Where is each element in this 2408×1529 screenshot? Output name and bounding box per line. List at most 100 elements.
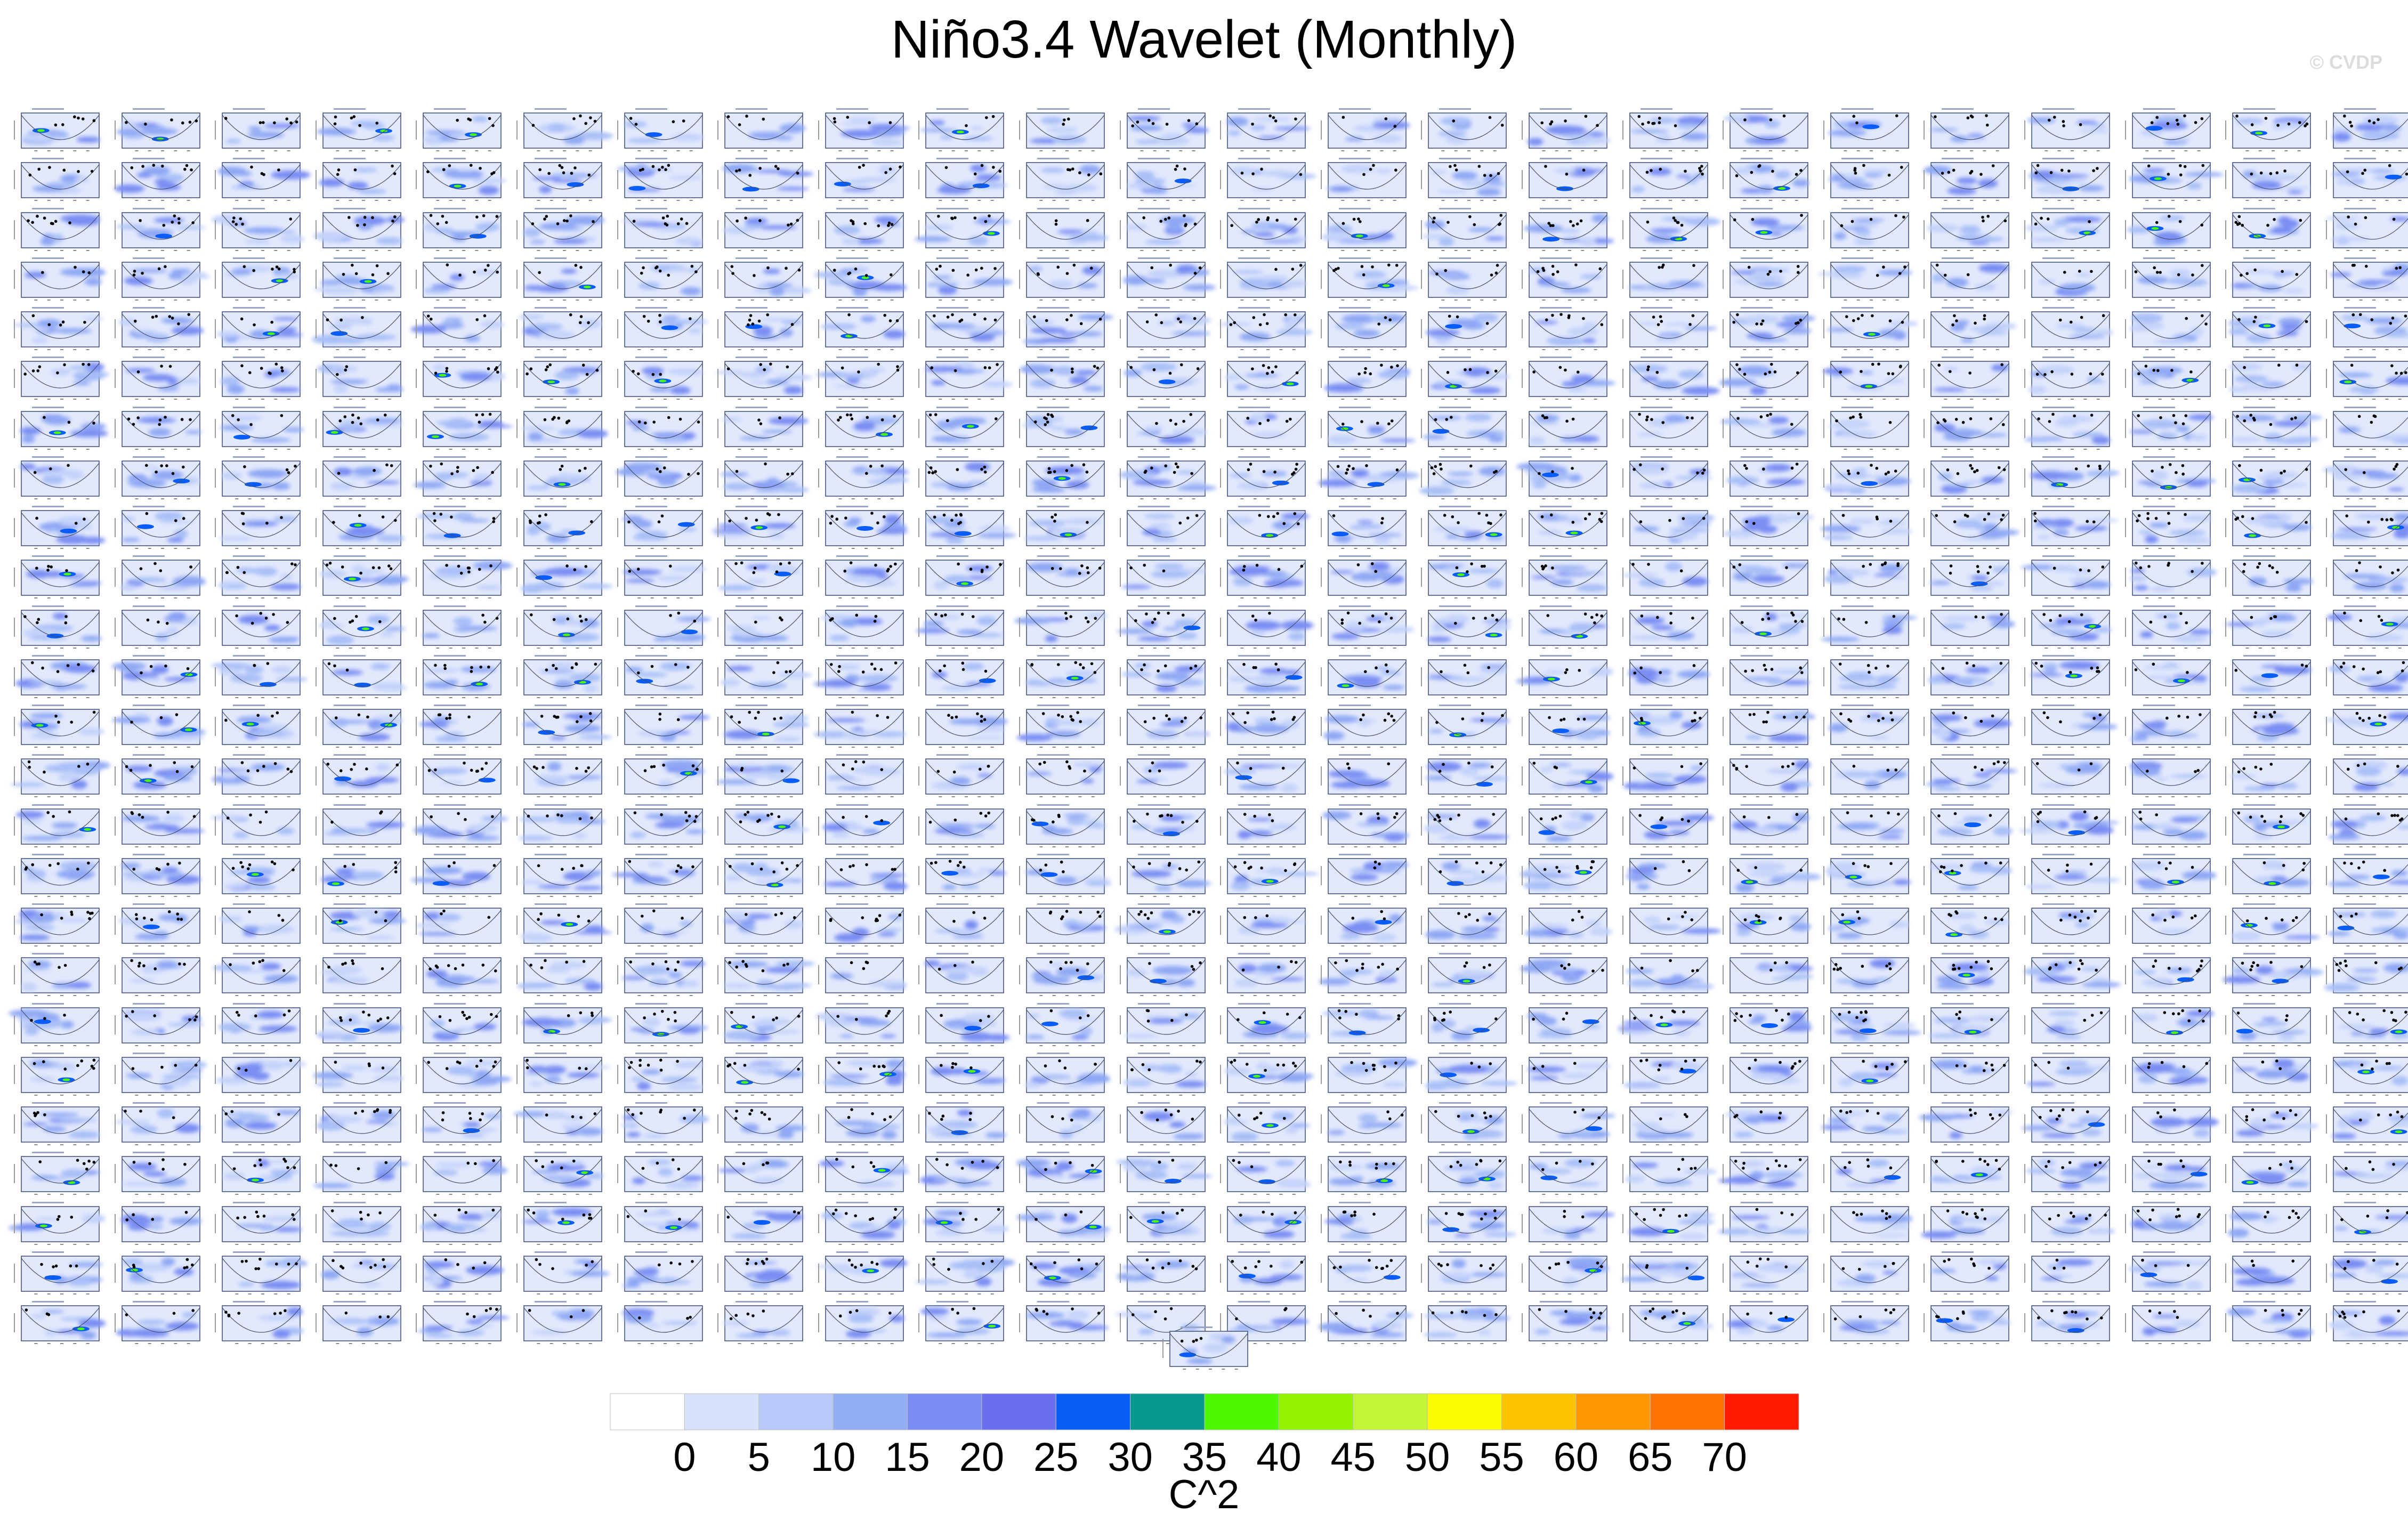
wavelet-panel: [516, 108, 613, 151]
wavelet-panel: [1019, 158, 1105, 201]
wavelet-panel: [918, 158, 1008, 201]
wavelet-panel: [2225, 208, 2311, 251]
wavelet-panel: [717, 108, 806, 151]
wavelet-panel: [2225, 108, 2311, 151]
wavelet-panel: [416, 208, 502, 251]
wavelet-panel: [1924, 208, 2009, 251]
wavelet-panel: [1220, 208, 1306, 251]
colorbar-swatch: [1055, 1393, 1131, 1430]
wavelet-panel: [818, 208, 904, 251]
wavelet-panel: [2024, 208, 2110, 251]
wavelet-panel: [115, 257, 211, 301]
watermark: © CVDP: [2309, 51, 2382, 73]
wavelet-panel: [215, 158, 311, 201]
wavelet-panel: [416, 158, 507, 201]
wavelet-panel: [814, 257, 908, 301]
wavelet-panel: [316, 158, 401, 201]
wavelet-panel: [516, 257, 602, 301]
wavelet-panel: [1723, 108, 1808, 151]
wavelet-panel: [215, 257, 301, 301]
wavelet-panel: [1321, 158, 1407, 201]
wavelet-panel: [717, 158, 814, 201]
wavelet-panel: [1120, 158, 1206, 201]
wavelet-panel: [1421, 158, 1507, 201]
wavelet-panel: [1622, 208, 1721, 251]
colorbar-swatch: [1353, 1393, 1428, 1430]
colorbar-swatch: [684, 1393, 759, 1430]
colorbar-swatch: [1575, 1393, 1651, 1430]
colorbar-swatch: [833, 1393, 908, 1430]
wavelet-panel: [1019, 208, 1109, 251]
wavelet-panel: [1522, 208, 1614, 251]
colorbar-swatch: [1278, 1393, 1354, 1430]
wavelet-panel: [2125, 108, 2211, 151]
wavelet-panel: [1120, 108, 1209, 151]
wavelet-panel: [1823, 158, 1909, 201]
colorbar-swatch: [758, 1393, 834, 1430]
wavelet-panel: [918, 108, 1004, 151]
wavelet-panel: [14, 257, 106, 301]
wavelet-panel: [516, 208, 605, 251]
wavelet-panel: [914, 208, 1011, 251]
wavelet-panel: [1522, 158, 1607, 201]
wavelet-panel: [1622, 158, 1708, 201]
wavelet-panel: [717, 208, 803, 251]
wavelet-panel: [1220, 257, 1306, 301]
colorbar-swatch: [907, 1393, 982, 1430]
wavelet-panel: [616, 158, 704, 201]
colorbar-swatch: [1724, 1393, 1799, 1430]
wavelet-panel: [1823, 108, 1909, 151]
wavelet-panel: [313, 208, 405, 251]
wavelet-panel: [14, 108, 101, 151]
wavelet-panel: [1321, 208, 1407, 251]
wavelet-panel: [114, 158, 200, 201]
wavelet-panel: [2326, 158, 2408, 201]
wavelet-panel: [416, 108, 502, 151]
panel-grid: [8, 108, 2408, 1370]
wavelet-panel: [918, 257, 1013, 301]
colorbar-swatch: [610, 1393, 685, 1430]
wavelet-panel: [1120, 257, 1216, 301]
wavelet-panel: [2225, 158, 2311, 201]
wavelet-panel: [1220, 158, 1317, 201]
wavelet-panel: [115, 108, 200, 151]
wavelet-panel: [2325, 208, 2408, 251]
wavelet-panel: [2024, 108, 2110, 151]
wavelet-panel: [115, 208, 206, 251]
wavelet-panel: [313, 257, 401, 301]
wavelet-panel: [316, 108, 401, 151]
wavelet-panel: [617, 108, 704, 151]
wavelet-panel: [617, 208, 703, 251]
wavelet-panel: [1723, 208, 1808, 251]
wavelet-panel: [1924, 158, 2009, 201]
wavelet-panel: [1622, 108, 1709, 151]
wavelet-panel: [818, 108, 910, 151]
colorbar-swatch: [1650, 1393, 1725, 1430]
wavelet-panel: [717, 257, 812, 301]
wavelet-panel: [1522, 108, 1611, 151]
wavelet-panel: [1321, 108, 1410, 151]
wavelet-panel: [1321, 257, 1419, 301]
colorbar-swatch: [981, 1393, 1056, 1430]
page-title: Niño3.4 Wavelet (Monthly): [891, 10, 1517, 69]
wavelet-panel: [2326, 108, 2408, 151]
wavelet-panel: [2125, 208, 2211, 251]
wavelet-panel: [416, 257, 502, 301]
colorbar-swatch: [1501, 1393, 1577, 1430]
wavelet-panel: [617, 257, 703, 301]
wavelet-panel: [14, 158, 100, 201]
wavelet-panel: [1421, 208, 1507, 251]
wavelet-panel: [1723, 158, 1809, 201]
wavelet-panel: [211, 208, 304, 251]
colorbar-units-label: C^2: [1168, 1472, 1240, 1517]
wavelet-panel: [1823, 208, 1909, 251]
wavelet-panel: [1019, 257, 1105, 301]
colorbar-swatch: [1130, 1393, 1205, 1430]
colorbar-swatch: [1204, 1393, 1279, 1430]
wavelet-panel: [516, 158, 602, 201]
wavelet-panel: [1220, 108, 1311, 151]
wavelet-panel: [818, 158, 904, 201]
wavelet-panel: [1120, 208, 1206, 251]
wavelet-panel: [215, 108, 301, 151]
